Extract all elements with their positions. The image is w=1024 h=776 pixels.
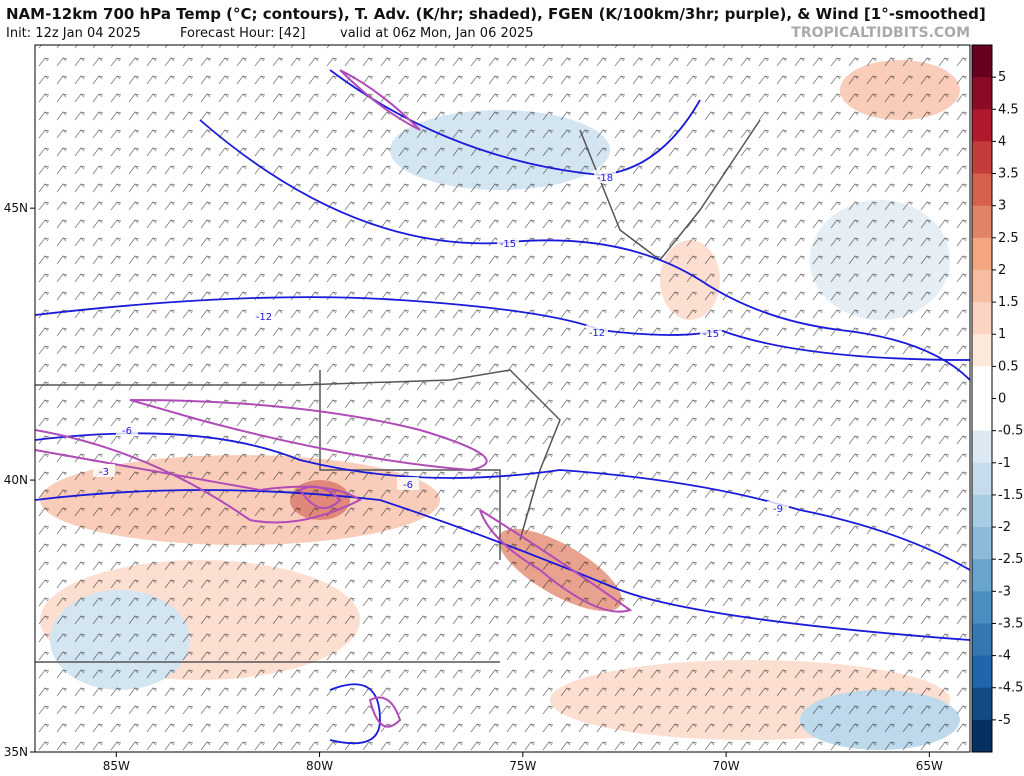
- contour-label: -6: [122, 426, 132, 437]
- lon-label: 85W: [103, 759, 130, 772]
- colorbar-label: -0.5: [998, 424, 1023, 439]
- colorbar-label: 0: [998, 392, 1006, 407]
- map-frame: [34, 44, 971, 753]
- contour-label: -3: [99, 467, 109, 478]
- colorbar-label: -3.5: [998, 616, 1023, 631]
- contour-label-bg: [586, 325, 608, 338]
- colorbar-bin: [972, 334, 992, 367]
- colorbar-bin: [972, 494, 992, 528]
- colorbar-label: 1.5: [998, 295, 1019, 310]
- colorbar-label: -1.5: [998, 488, 1023, 503]
- colorbar-bin: [972, 302, 992, 335]
- contour-label: -12: [589, 328, 605, 339]
- lat-label: 35N: [4, 745, 28, 759]
- lon-label: 80W: [306, 759, 333, 772]
- colorbar-label: -5: [998, 713, 1011, 728]
- fgen-contours: [35, 69, 633, 728]
- contour-label-bg: [397, 477, 419, 490]
- colorbar-bin: [972, 269, 992, 303]
- contour-label: -18: [597, 173, 613, 184]
- colorbar-bin: [972, 173, 992, 207]
- lat-label: 45N: [4, 201, 28, 215]
- init: Init: 12z Jan 04 2025: [6, 26, 141, 41]
- colorbar-bin: [972, 398, 992, 432]
- colorbar-label: 2: [998, 263, 1006, 278]
- contour-label: -15: [500, 239, 516, 250]
- colorbar-bin: [972, 462, 992, 496]
- colorbar-bin: [972, 205, 992, 239]
- lat-label: 40N: [4, 473, 28, 487]
- valid-time: valid at 06z Mon, Jan 06 2025: [340, 26, 534, 41]
- colorbar-label: 5: [998, 70, 1006, 85]
- colorbar-bin: [972, 687, 992, 721]
- colorbar-bin: [972, 109, 992, 142]
- colorbar-label: 2.5: [998, 231, 1019, 246]
- colorbar-bin: [972, 527, 992, 560]
- colorbar-label: -4.5: [998, 681, 1023, 696]
- colorbar-label: 0.5: [998, 359, 1019, 374]
- colorbar-bin: [972, 591, 992, 624]
- colorbar-bin: [972, 623, 992, 657]
- colorbar-label: -1: [998, 456, 1011, 471]
- map: -18 -15 -12 -12 -15 -9 -6 -6 -3: [35, 45, 970, 752]
- contour-label-bg: [594, 170, 616, 183]
- colorbar-bin: [972, 655, 992, 689]
- contour-label-bg: [497, 236, 519, 249]
- lon-label: 70W: [713, 759, 740, 772]
- contour-label-bg: [93, 464, 115, 477]
- contour-label: -9: [773, 504, 783, 515]
- credit: TROPICALTIDBITS.COM: [791, 25, 970, 41]
- contour-label-bg: [700, 326, 722, 339]
- colorbar-label: -3: [998, 584, 1011, 599]
- colorbar-bin: [972, 719, 992, 753]
- colorbar-label: 4.5: [998, 102, 1019, 117]
- contour-label-bg: [767, 501, 789, 514]
- colorbar-bin: [972, 45, 992, 78]
- title: NAM-12km 700 hPa Temp (°C; contours), T.…: [6, 5, 986, 23]
- colorbar-bin: [972, 141, 992, 175]
- contour-label-bg: [253, 309, 275, 322]
- colorbar-label: 1: [998, 327, 1006, 342]
- colorbar-label: 3.5: [998, 167, 1019, 182]
- lon-label: 65W: [916, 759, 943, 772]
- colorbar-label: 4: [998, 134, 1006, 149]
- colorbar-bin: [972, 366, 992, 399]
- contour-label: -12: [256, 312, 272, 323]
- colorbar-label: -2.5: [998, 552, 1023, 567]
- lon-label: 75W: [509, 759, 536, 772]
- forecast-hour: Forecast Hour: [42]: [180, 26, 305, 41]
- colorbar-label: -2: [998, 520, 1011, 535]
- contour-label-bg: [116, 423, 138, 436]
- temp-contours: [35, 69, 970, 745]
- contour-label: -15: [703, 329, 719, 340]
- contour-label: -6: [403, 480, 413, 491]
- colorbar-bin: [972, 559, 992, 592]
- colorbar-bin: [972, 237, 992, 271]
- colorbar-bin: [972, 430, 992, 464]
- colorbar-bin: [972, 77, 992, 110]
- colorbar-label: -4: [998, 649, 1011, 664]
- colorbar-label: 3: [998, 199, 1006, 214]
